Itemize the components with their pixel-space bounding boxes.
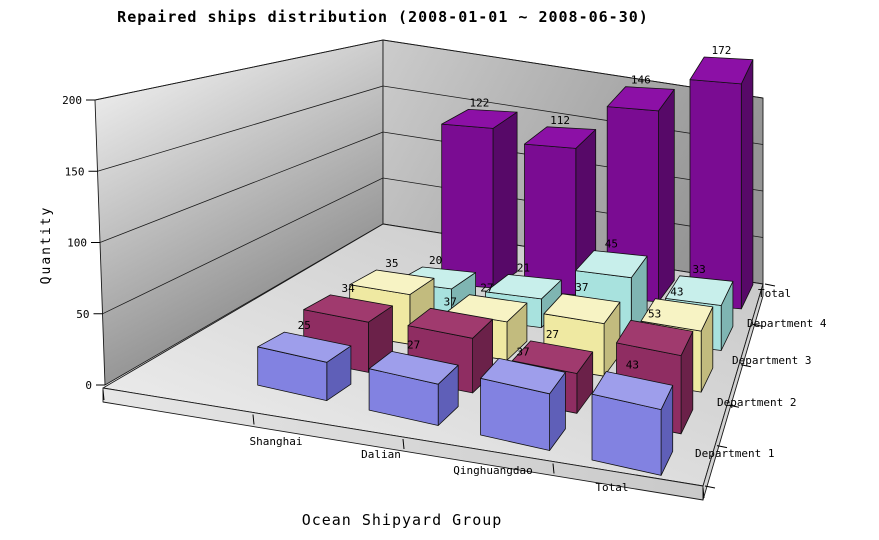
bar-value-label: 37: [516, 345, 529, 358]
bar-top-face: [575, 250, 648, 279]
depth-row-label: Department 4: [747, 317, 827, 330]
bar-value-label: 33: [693, 263, 706, 276]
bar-top-face: [303, 294, 393, 323]
depth-axis-tick: [740, 364, 752, 368]
bar-value-label: 122: [469, 96, 489, 109]
bar-top-face: [407, 307, 494, 339]
bar-total-total: 172: [689, 44, 754, 310]
bar-value-label: 25: [298, 319, 311, 332]
x-category-label: Shanghai: [250, 435, 303, 448]
x-category-label: Qinghuangdao: [453, 464, 532, 477]
bar-value-label: 172: [712, 44, 732, 57]
x-axis-title: Ocean Shipyard Group: [302, 511, 503, 529]
bar-top-face: [591, 371, 674, 411]
bar-top-face: [257, 331, 352, 363]
bar-side-face: [740, 59, 754, 310]
bar-top-face: [524, 126, 597, 149]
depth-row-label: Department 1: [695, 447, 774, 460]
y-axis-title: Quantity: [39, 206, 54, 285]
bar-value-label: 27: [546, 328, 559, 341]
bar-top-face: [543, 293, 621, 325]
depth-axis-tick: [752, 323, 764, 327]
x-category-label: Dalian: [361, 448, 401, 461]
bar-department-1-qinghuangdao: 37: [480, 345, 566, 451]
bar-value-label: 112: [550, 114, 570, 127]
chart-title: Repaired ships distribution (2008-01-01 …: [117, 8, 649, 26]
bar-top-face: [616, 319, 694, 357]
x-axis-tick: [402, 438, 405, 450]
bar-side-face: [492, 111, 518, 289]
bar-value-label: 27: [407, 338, 420, 351]
axes-group: 0 50 100 150 200 Shanghai Dalian Qinghuangdao To…: [62, 94, 827, 499]
bar-value-label: 35: [385, 257, 398, 270]
x-axis-tick: [702, 487, 705, 499]
bar-total-shanghai: 122: [441, 96, 518, 289]
y-tick-label: 50: [76, 308, 89, 321]
grid-line: [94, 39, 764, 101]
y-tick-label: 150: [65, 165, 85, 178]
y-tick-label: 100: [67, 237, 87, 250]
y-tick-label: 0: [85, 379, 92, 392]
bar-department-1-dalian: 27: [368, 338, 459, 426]
bar-top-face: [485, 274, 562, 300]
depth-axis-tick: [704, 485, 716, 489]
depth-axis-tick: [764, 283, 776, 287]
bar-value-label: 43: [626, 359, 639, 372]
bar-value-label: 45: [605, 238, 618, 251]
depth-row-label: Department 3: [732, 354, 811, 367]
bar-department-1-shanghai: 25: [257, 319, 352, 402]
x-axis-tick: [102, 389, 105, 401]
bar-top-face: [368, 350, 459, 385]
bar-value-label: 27: [480, 282, 493, 295]
depth-axis-tick: [728, 404, 740, 408]
bar-value-label: 43: [670, 286, 683, 299]
depth-row-label: Total: [758, 287, 791, 300]
x-axis-tick: [252, 414, 255, 425]
bar-value-label: 146: [631, 74, 651, 87]
bar-department-1-total: 43: [591, 359, 674, 476]
bar-value-label: 37: [444, 295, 457, 308]
bar-top-face: [480, 357, 566, 395]
depth-axis-tick: [716, 445, 728, 449]
bar-top-face: [665, 275, 734, 306]
bar-side-face: [658, 89, 675, 303]
bar-value-label: 37: [575, 281, 588, 294]
x-axis-tick: [552, 463, 555, 474]
bar-value-label: 34: [341, 282, 355, 295]
bar-top-face: [606, 86, 675, 112]
depth-row-label: Department 2: [717, 396, 796, 409]
x-category-label: Total: [595, 481, 628, 494]
bar-value-label: 21: [517, 262, 530, 275]
bar-top-face: [640, 298, 714, 332]
y-tick-label: 200: [62, 94, 82, 107]
bar-front-face: [524, 143, 577, 296]
bar-top-face: [349, 269, 435, 296]
bar-top-face: [511, 340, 594, 374]
bar-top-face: [689, 56, 754, 85]
bar-front-face: [441, 123, 494, 289]
bar-top-face: [441, 109, 518, 129]
bar-value-label: 53: [648, 307, 661, 320]
bars-group: 122 112 146 172 20 21 45 33 35 27 37 43 34 37 27 53 25 27…: [257, 44, 754, 476]
bar-value-label: 20: [429, 254, 442, 267]
